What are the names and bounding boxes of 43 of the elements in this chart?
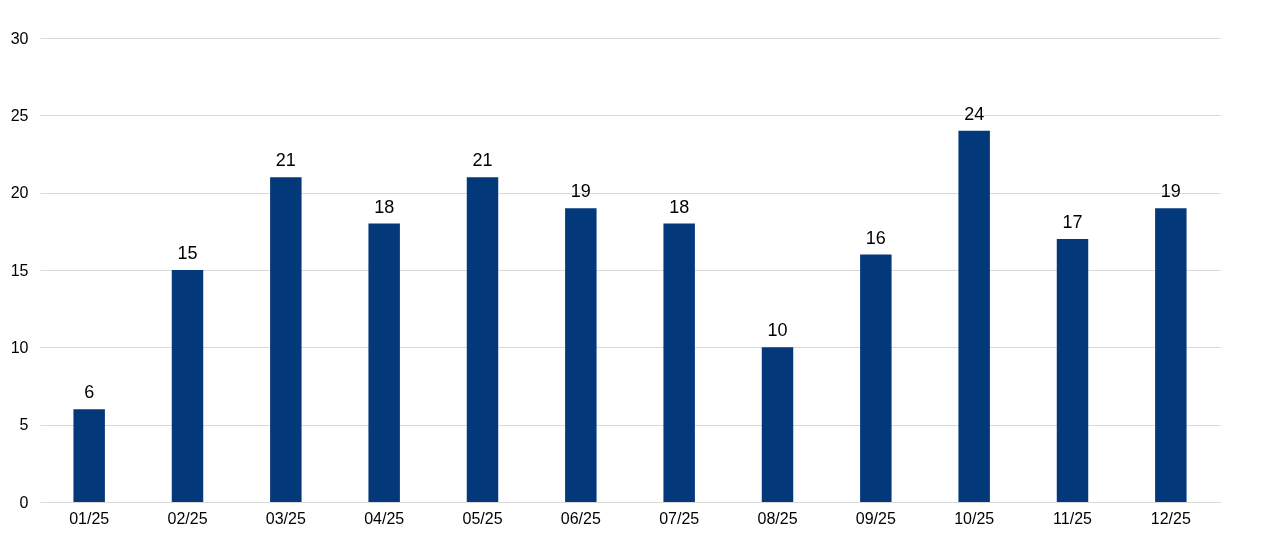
x-tick-label: 03/25 xyxy=(265,509,306,527)
data-label: 10 xyxy=(767,320,788,341)
bar xyxy=(860,254,892,502)
data-label: 16 xyxy=(865,227,886,248)
x-tick-label: 11/25 xyxy=(1053,509,1093,527)
x-tick-label: 05/25 xyxy=(462,509,503,527)
x-tick-label: 06/25 xyxy=(560,509,601,527)
y-tick-label: 15 xyxy=(10,261,29,279)
bar xyxy=(466,177,499,502)
bar xyxy=(368,223,400,502)
data-label: 18 xyxy=(374,196,395,217)
bar xyxy=(663,223,695,502)
data-label: 19 xyxy=(570,181,591,202)
bar xyxy=(73,409,105,502)
bar xyxy=(270,177,302,502)
x-tick-label: 07/25 xyxy=(659,509,700,527)
x-tick-label: 08/25 xyxy=(757,509,798,527)
x-tick-label: 01/25 xyxy=(69,509,110,527)
bar xyxy=(958,130,990,502)
y-tick-label: 30 xyxy=(10,29,29,47)
y-tick-label: 20 xyxy=(10,184,29,202)
x-tick-label: 02/25 xyxy=(167,509,208,527)
data-label: 17 xyxy=(1062,212,1083,233)
x-tick-label: 12/25 xyxy=(1150,509,1191,527)
data-label: 21 xyxy=(472,150,493,171)
y-tick-label: 0 xyxy=(19,493,29,511)
y-tick-label: 5 xyxy=(19,416,29,434)
data-label: 15 xyxy=(177,243,198,263)
data-label: 18 xyxy=(669,196,690,217)
data-label: 19 xyxy=(1160,181,1181,202)
bar xyxy=(171,270,204,502)
x-tick-label: 10/25 xyxy=(954,509,995,527)
bar xyxy=(1056,239,1089,502)
y-tick-label: 25 xyxy=(10,106,29,124)
data-label: 24 xyxy=(964,103,985,124)
x-tick-label: 04/25 xyxy=(364,509,405,527)
y-tick-label: 10 xyxy=(10,338,29,356)
bar xyxy=(761,347,794,502)
bar xyxy=(1155,208,1187,502)
data-label: 6 xyxy=(84,382,95,403)
x-tick-label: 09/25 xyxy=(855,509,896,527)
bar xyxy=(565,208,597,502)
data-label: 21 xyxy=(275,150,296,171)
